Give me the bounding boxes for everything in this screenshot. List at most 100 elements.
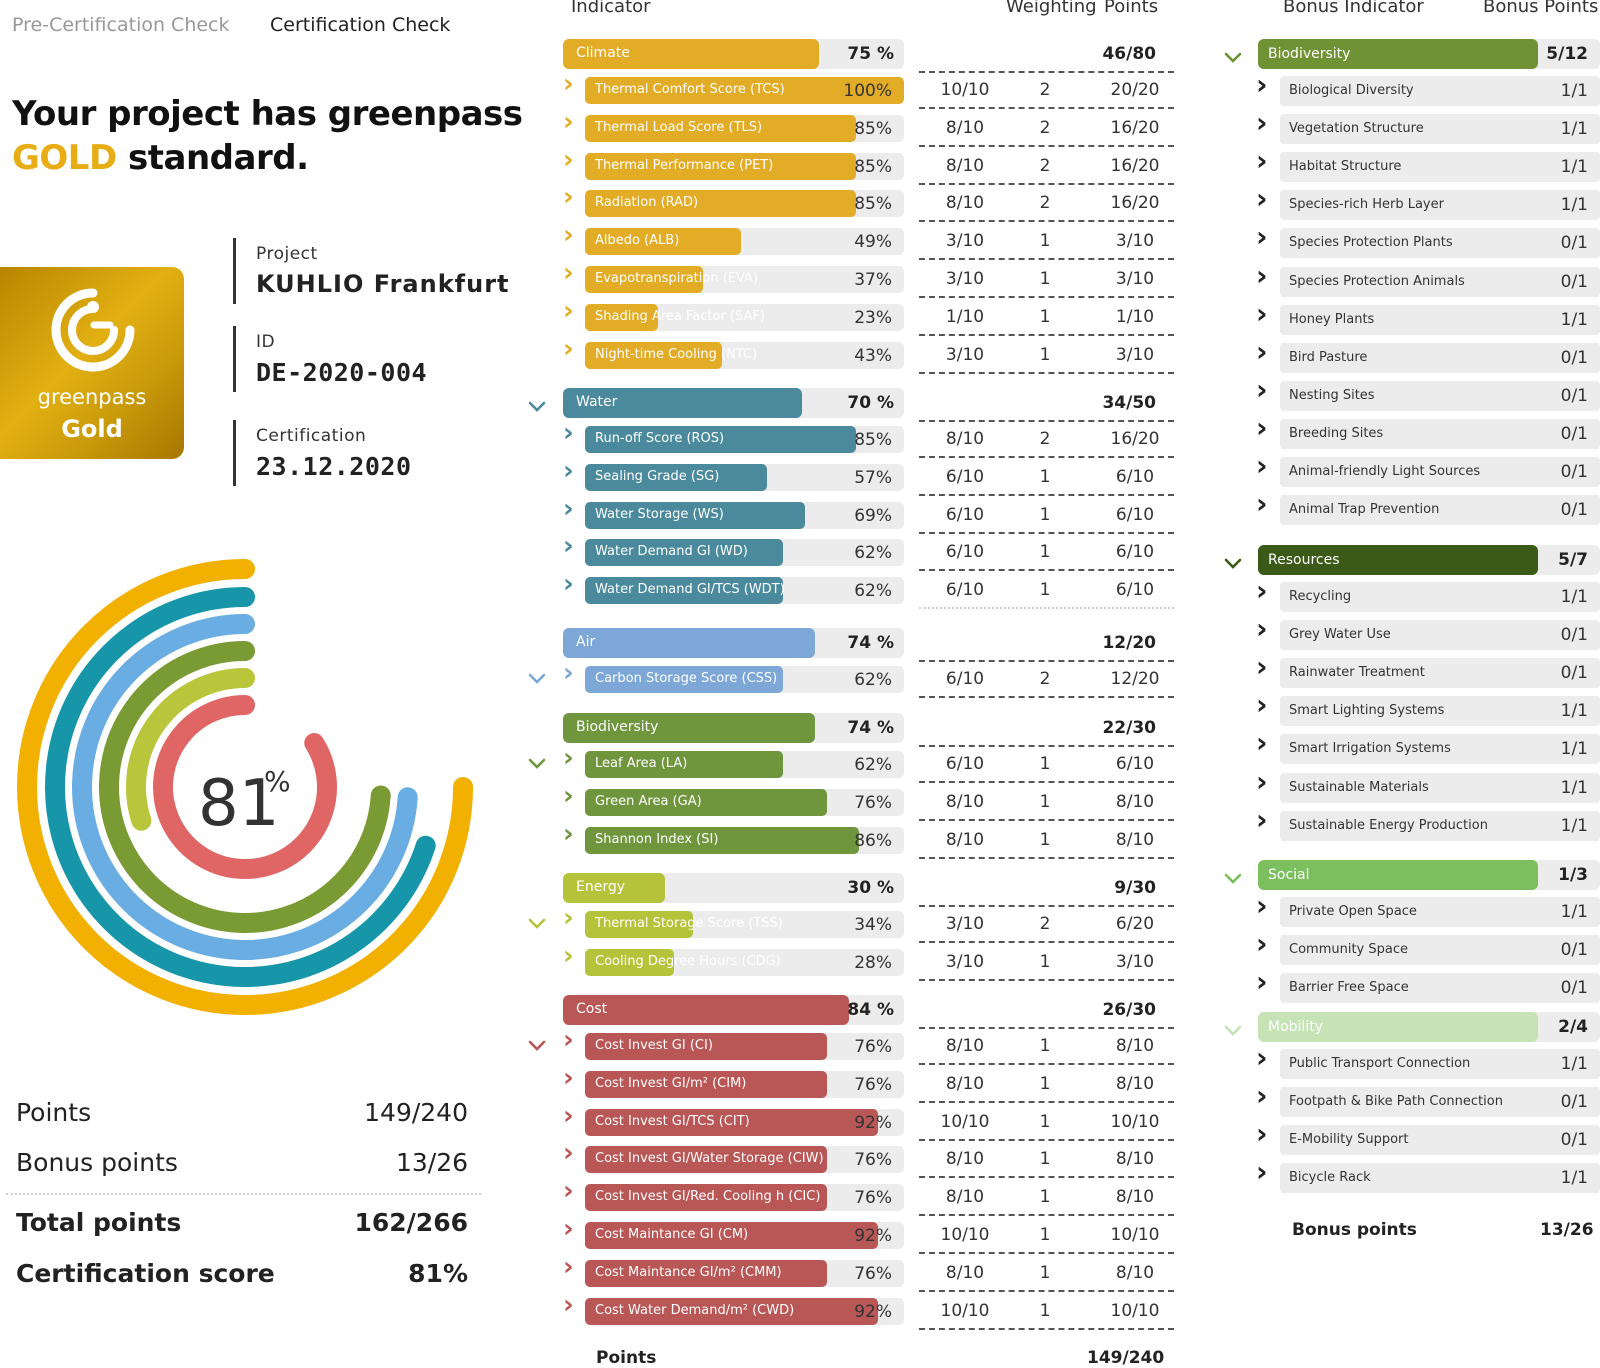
chevron-right-icon[interactable]: › (1256, 1079, 1268, 1113)
chevron-right-icon[interactable]: › (1256, 334, 1268, 368)
indicator-bar[interactable]: Evapotranspiration (EVA) 37% (585, 266, 904, 293)
tab-certification[interactable]: Certification Check (270, 14, 451, 36)
chevron-right-icon[interactable]: › (563, 658, 574, 688)
bonus-category-bar-social[interactable]: Social 1/3 (1258, 860, 1600, 890)
chevron-right-icon[interactable]: › (563, 940, 574, 971)
tab-pre-certification[interactable]: Pre-Certification Check (12, 14, 230, 36)
category-bar-biodiversity[interactable]: Biodiversity 74 % (563, 713, 904, 743)
chevron-right-icon[interactable]: › (563, 818, 574, 849)
bonus-indicator-row[interactable]: Rainwater Treatment 0/1 (1280, 658, 1600, 689)
chevron-right-icon[interactable]: › (563, 1062, 574, 1093)
bonus-category-bar-biodiversity[interactable]: Biodiversity 5/12 (1258, 39, 1600, 69)
indicator-bar[interactable]: Green Area (GA) 76% (585, 788, 904, 816)
chevron-right-icon[interactable]: › (563, 144, 574, 175)
chevron-right-icon[interactable]: › (1256, 296, 1268, 330)
bonus-indicator-row[interactable]: Bird Pasture 0/1 (1280, 342, 1600, 373)
bonus-indicator-row[interactable]: Smart Irrigation Systems 1/1 (1280, 734, 1600, 765)
bonus-indicator-row[interactable]: Smart Lighting Systems 1/1 (1280, 696, 1600, 727)
category-bar-energy[interactable]: Energy 30 % (563, 873, 904, 903)
bonus-indicator-row[interactable]: Species Protection Animals 0/1 (1280, 266, 1600, 297)
category-bar-air[interactable]: Air 74 % (563, 628, 904, 658)
indicator-bar[interactable]: Leaf Area (LA) 62% (585, 751, 904, 778)
chevron-down-icon[interactable] (528, 1040, 546, 1052)
chevron-right-icon[interactable]: › (563, 1138, 574, 1169)
chevron-right-icon[interactable]: › (563, 743, 574, 773)
chevron-right-icon[interactable]: › (563, 1214, 574, 1244)
chevron-right-icon[interactable]: › (1256, 258, 1268, 292)
indicator-bar[interactable]: Cost Invest GI/Red. Cooling h (CIC) 76% (585, 1184, 904, 1212)
chevron-right-icon[interactable]: › (563, 780, 574, 811)
indicator-bar[interactable]: Cost Maintance GI/m² (CMM) 76% (585, 1259, 904, 1287)
chevron-down-icon[interactable] (528, 758, 546, 770)
bonus-indicator-row[interactable]: Private Open Space 1/1 (1280, 897, 1600, 927)
chevron-right-icon[interactable]: › (1256, 1041, 1268, 1074)
bonus-indicator-row[interactable]: Nesting Sites 0/1 (1280, 380, 1600, 411)
indicator-bar[interactable]: Shannon Index (SI) 86% (585, 826, 904, 854)
chevron-down-icon[interactable] (1224, 873, 1242, 885)
chevron-right-icon[interactable]: › (1256, 688, 1268, 722)
chevron-right-icon[interactable]: › (1256, 650, 1268, 684)
chevron-right-icon[interactable]: › (563, 418, 574, 448)
chevron-right-icon[interactable]: › (1256, 372, 1268, 406)
bonus-indicator-row[interactable]: Grey Water Use 0/1 (1280, 620, 1600, 651)
indicator-bar[interactable]: Cost Invest GI/TCS (CIT) 92% (585, 1108, 904, 1136)
chevron-right-icon[interactable]: › (1256, 927, 1268, 961)
indicator-bar[interactable]: Thermal Load Score (TLS) 85% (585, 114, 904, 142)
chevron-right-icon[interactable]: › (563, 531, 574, 562)
indicator-bar[interactable]: Thermal Performance (PET) 85% (585, 152, 904, 180)
chevron-right-icon[interactable]: › (1256, 487, 1268, 521)
chevron-right-icon[interactable]: › (563, 903, 574, 933)
bonus-indicator-row[interactable]: Animal-friendly Light Sources 0/1 (1280, 457, 1600, 487)
chevron-right-icon[interactable]: › (563, 1025, 574, 1055)
chevron-right-icon[interactable]: › (1256, 410, 1268, 444)
indicator-bar[interactable]: Water Demand GI (WD) 62% (585, 539, 904, 567)
bonus-indicator-row[interactable]: Sustainable Materials 1/1 (1280, 772, 1600, 803)
collapse-chevron-icon[interactable] (528, 1037, 546, 1051)
collapse-chevron-icon[interactable] (528, 755, 546, 769)
bonus-indicator-row[interactable]: Species-rich Herb Layer 1/1 (1280, 190, 1600, 221)
category-bar-water[interactable]: Water 70 % (563, 388, 904, 418)
collapse-chevron-icon[interactable] (1224, 49, 1242, 63)
chevron-right-icon[interactable]: › (1256, 764, 1268, 798)
bonus-category-bar-mobility[interactable]: Mobility 2/4 (1258, 1012, 1600, 1042)
indicator-bar[interactable]: Cost Invest GI/m² (CIM) 76% (585, 1070, 904, 1098)
indicator-bar[interactable]: Radiation (RAD) 85% (585, 190, 904, 218)
chevron-right-icon[interactable]: › (563, 1176, 574, 1207)
category-bar-cost[interactable]: Cost 84 % (563, 995, 904, 1025)
chevron-right-icon[interactable]: › (1256, 106, 1268, 140)
bonus-indicator-row[interactable]: Biological Diversity 1/1 (1280, 76, 1600, 106)
bonus-indicator-row[interactable]: Animal Trap Prevention 0/1 (1280, 495, 1600, 526)
collapse-chevron-icon[interactable] (528, 398, 546, 412)
chevron-right-icon[interactable]: › (563, 1100, 574, 1131)
bonus-indicator-row[interactable]: Habitat Structure 1/1 (1280, 152, 1600, 183)
chevron-down-icon[interactable] (1224, 52, 1242, 64)
indicator-bar[interactable]: Cost Invest GI (CI) 76% (585, 1033, 904, 1060)
collapse-chevron-icon[interactable] (1224, 555, 1242, 569)
indicator-bar[interactable]: Water Demand GI/TCS (WDT) 62% (585, 577, 904, 605)
bonus-indicator-row[interactable]: Public Transport Connection 1/1 (1280, 1049, 1600, 1079)
indicator-bar[interactable]: Sealing Grade (SG) 57% (585, 463, 904, 491)
bonus-indicator-row[interactable]: Species Protection Plants 0/1 (1280, 228, 1600, 259)
chevron-right-icon[interactable]: › (1256, 144, 1268, 178)
indicator-bar[interactable]: Water Storage (WS) 69% (585, 501, 904, 529)
bonus-indicator-row[interactable]: Sustainable Energy Production 1/1 (1280, 810, 1600, 841)
indicator-bar[interactable]: Cost Water Demand/m² (CWD) 92% (585, 1297, 904, 1325)
collapse-chevron-icon[interactable] (528, 915, 546, 929)
chevron-right-icon[interactable]: › (1256, 1117, 1268, 1151)
bonus-indicator-row[interactable]: E-Mobility Support 0/1 (1280, 1125, 1600, 1156)
chevron-right-icon[interactable]: › (1256, 612, 1268, 646)
bonus-indicator-row[interactable]: Footpath & Bike Path Connection 0/1 (1280, 1087, 1600, 1118)
bonus-indicator-row[interactable]: Community Space 0/1 (1280, 935, 1600, 966)
bonus-category-bar-resources[interactable]: Resources 5/7 (1258, 545, 1600, 575)
chevron-right-icon[interactable]: › (1256, 726, 1268, 760)
chevron-right-icon[interactable]: › (563, 1251, 574, 1282)
chevron-down-icon[interactable] (1224, 558, 1242, 570)
chevron-right-icon[interactable]: › (563, 295, 574, 326)
chevron-right-icon[interactable]: › (1256, 68, 1268, 101)
indicator-bar[interactable]: Run-off Score (ROS) 85% (585, 426, 904, 453)
bonus-indicator-row[interactable]: Vegetation Structure 1/1 (1280, 114, 1600, 145)
indicator-bar[interactable]: Thermal Storage Score (TSS) 34% (585, 911, 904, 938)
chevron-right-icon[interactable]: › (1256, 220, 1268, 254)
chevron-right-icon[interactable]: › (1256, 889, 1268, 922)
bonus-indicator-row[interactable]: Barrier Free Space 0/1 (1280, 973, 1600, 1004)
